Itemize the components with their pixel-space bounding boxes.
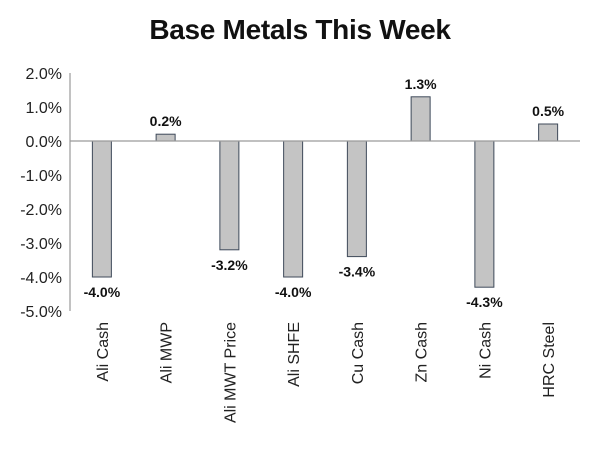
- y-tick-label: 0.0%: [26, 134, 62, 151]
- chart-title: Base Metals This Week: [149, 14, 451, 45]
- y-tick-label: 2.0%: [26, 66, 62, 83]
- data-label: 1.3%: [405, 76, 437, 92]
- x-category-label: Zn Cash: [414, 322, 431, 382]
- y-tick-label: -3.0%: [20, 236, 62, 253]
- y-tick-label: -4.0%: [20, 270, 62, 287]
- bar-ali-shfe: [283, 140, 304, 278]
- data-label: 0.2%: [150, 113, 182, 129]
- bar-ali-cash: [91, 140, 112, 278]
- y-tick-label: 1.0%: [26, 100, 62, 117]
- data-label: -4.3%: [466, 294, 503, 310]
- data-label: -3.2%: [211, 257, 248, 273]
- bar-ni-cash: [474, 140, 495, 288]
- data-label: -4.0%: [275, 284, 312, 300]
- x-category-label: Ni Cash: [477, 322, 494, 379]
- x-category-label: Ali SHFE: [286, 322, 303, 387]
- bar-hrc-steel: [538, 123, 559, 142]
- bar-zn-cash: [410, 96, 431, 142]
- x-category-label: Ali MWT Price: [222, 322, 239, 423]
- y-tick-label: -5.0%: [20, 304, 62, 321]
- data-label: 0.5%: [532, 103, 564, 119]
- bar-ali-mwp: [155, 133, 176, 142]
- x-category-label: Cu Cash: [350, 322, 367, 384]
- x-category-label: Ali MWP: [159, 322, 176, 383]
- x-category-label: Ali Cash: [95, 322, 112, 382]
- data-label: -3.4%: [339, 264, 376, 280]
- y-tick-label: -2.0%: [20, 202, 62, 219]
- data-label: -4.0%: [84, 284, 121, 300]
- y-tick-label: -1.0%: [20, 168, 62, 185]
- bar-ali-mwt-price: [219, 140, 240, 251]
- bar-cu-cash: [346, 140, 367, 258]
- x-category-label: HRC Steel: [541, 322, 558, 398]
